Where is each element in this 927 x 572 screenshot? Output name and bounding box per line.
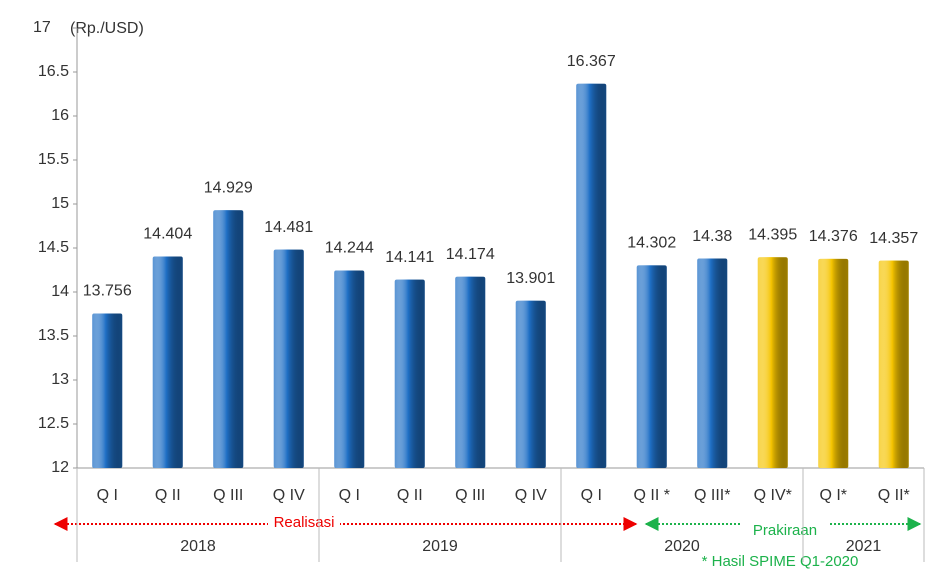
y-tick-label: 16 — [51, 107, 69, 124]
bar-shade — [273, 249, 304, 468]
bar-shade — [878, 260, 909, 468]
y-tick-label: 12 — [51, 459, 69, 476]
bar-shade — [697, 258, 728, 468]
y-tick-label: 15 — [51, 195, 69, 212]
bar-shade — [92, 313, 123, 468]
y-tick-label: 14.5 — [38, 239, 69, 256]
x-tick-label: Q IV — [273, 487, 305, 504]
x-tick-label: Q I* — [819, 487, 847, 504]
y-tick-label: 16.5 — [38, 63, 69, 80]
prakiraan-label: Prakiraan — [753, 522, 817, 539]
group-label: 2021 — [846, 538, 882, 555]
y-tick-label: 13.5 — [38, 327, 69, 344]
x-tick-label: Q III — [213, 487, 243, 504]
x-tick-label: Q II* — [878, 487, 910, 504]
group-label: 2019 — [422, 538, 458, 555]
x-tick-label: Q II — [397, 487, 423, 504]
x-tick-label: Q I — [97, 487, 118, 504]
y-axis-label: (Rp./USD) — [70, 20, 144, 37]
y-tick-label: 15.5 — [38, 151, 69, 168]
label-bg — [742, 522, 828, 542]
x-tick-label: Q II — [155, 487, 181, 504]
y-tick-label: 13 — [51, 371, 69, 388]
bar-shade — [576, 83, 607, 468]
bar-shade — [334, 270, 365, 468]
x-tick-label: Q IV — [515, 487, 547, 504]
data-label: 14.174 — [446, 246, 495, 263]
x-tick-label: Q I — [581, 487, 602, 504]
data-label: 14.302 — [627, 235, 676, 252]
bar-shade — [818, 258, 849, 468]
bar-shade — [455, 276, 486, 468]
group-label: 2018 — [180, 538, 216, 555]
footnote: * Hasil SPIME Q1-2020 — [702, 553, 859, 570]
data-label: 14.357 — [869, 230, 918, 247]
x-tick-label: Q IV* — [754, 487, 792, 504]
data-label: 14.141 — [385, 249, 434, 266]
bar-shade — [636, 265, 667, 468]
y-tick-label: 17 — [33, 19, 51, 36]
x-tick-label: Q III* — [694, 487, 730, 504]
bar-shade — [394, 279, 425, 468]
x-tick-label: Q II * — [634, 487, 670, 504]
data-label: 14.376 — [809, 228, 858, 245]
bar-shade — [757, 257, 788, 468]
realisasi-label: Realisasi — [274, 514, 335, 531]
x-tick-label: Q III — [455, 487, 485, 504]
data-label: 16.367 — [567, 53, 616, 70]
bar-shade — [152, 256, 183, 468]
group-label: 2020 — [664, 538, 700, 555]
data-label: 13.901 — [506, 270, 555, 287]
data-label: 14.244 — [325, 240, 374, 257]
data-label: 14.404 — [143, 226, 192, 243]
x-tick-label: Q I — [339, 487, 360, 504]
bar-shade — [515, 300, 546, 468]
bar-shade — [213, 210, 244, 469]
label-bg — [268, 512, 340, 534]
y-tick-label: 12.5 — [38, 415, 69, 432]
data-label: 13.756 — [83, 283, 132, 300]
data-label: 14.929 — [204, 179, 253, 196]
data-label: 14.481 — [264, 219, 313, 236]
data-label: 14.38 — [692, 228, 732, 245]
y-tick-label: 14 — [51, 283, 69, 300]
data-label: 14.395 — [748, 226, 797, 243]
